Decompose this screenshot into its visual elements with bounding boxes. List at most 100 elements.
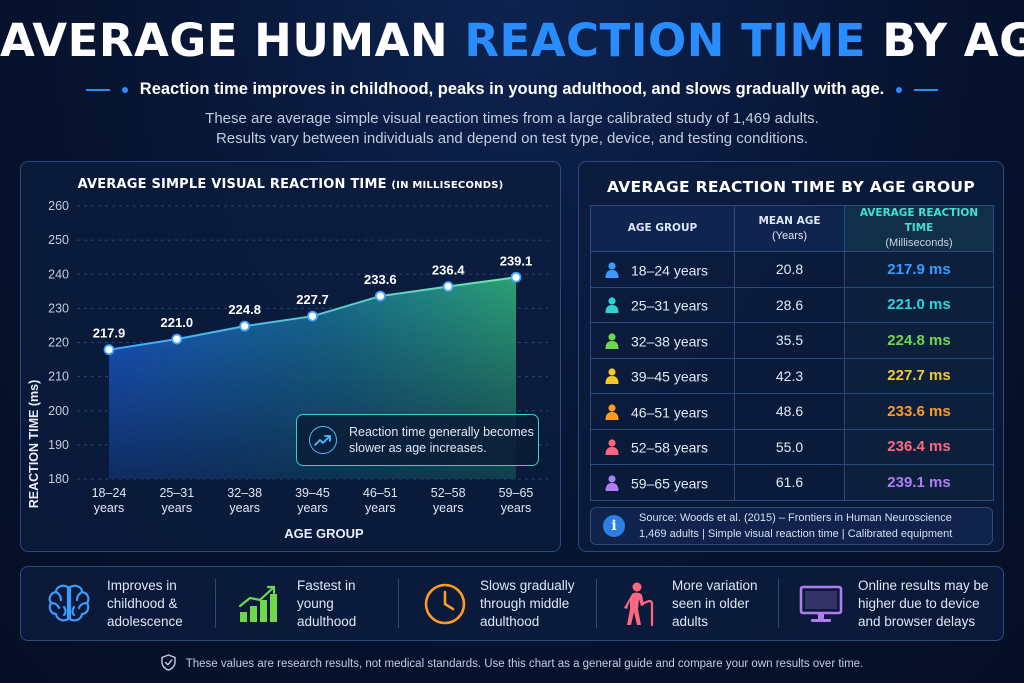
cell-age-group: 39–45 years [590,357,735,394]
x-tick-label-unit: years [365,501,396,515]
fact-older-adults: More variation seen in older adults [596,567,778,640]
cell-age-group: 52–58 years [590,428,735,465]
cell-mean-age: 20.8 [734,251,845,288]
intro-line-1: These are average simple visual reaction… [205,110,819,127]
chart-point [239,320,251,332]
footer-text: These values are research results, not m… [185,658,864,670]
x-tick-label: 32–38 [227,486,262,500]
y-tick-label: 190 [48,438,69,452]
source-line-1: Source: Woods et al. (2015) – Frontiers … [639,512,952,524]
cell-age-group: 32–38 years [590,322,735,359]
y-tick-label: 240 [48,267,69,281]
footer: These values are research results, not m… [0,654,1024,674]
source-text: Source: Woods et al. (2015) – Frontiers … [639,510,952,542]
y-axis-label: REACTION TIME (ms) [27,380,41,508]
subtitle-right-line [914,88,939,91]
y-tick-label: 180 [48,472,69,486]
age-group-label: 25–31 years [631,297,709,314]
header-reaction-time: AVERAGE REACTION TIME (Milliseconds) [844,205,994,252]
x-tick-label: 25–31 [159,486,194,500]
y-tick-label: 230 [48,301,69,315]
value-label: 233.6 [364,272,397,287]
age-group-label: 46–51 years [631,403,709,420]
x-tick-label-unit: years [501,501,532,515]
cell-mean-age: 61.6 [734,464,845,501]
page-title: AVERAGE HUMAN REACTION TIME BY AGE [0,14,1024,67]
person-icon [605,333,619,349]
intro-text: These are average simple visual reaction… [0,109,1024,149]
value-label: 224.8 [228,302,261,317]
x-tick-label: 59–65 [499,486,534,500]
fact-childhood: Improves in childhood & adolescence [21,567,215,640]
title-accent: REACTION TIME [464,14,867,67]
cell-mean-age: 42.3 [734,357,845,394]
header-age-group: AGE GROUP [590,205,735,252]
fact-middle-adult: Slows gradually through middle adulthood [398,567,596,640]
reaction-time-chart: 180 190 200 210 220 230 240 250 260 217.9 221.0 22… [27,199,548,541]
chart-point [307,310,318,322]
cell-reaction-time: 239.1 ms [844,464,994,501]
x-tick-label: 52–58 [431,486,466,500]
person-icon [605,439,619,456]
x-tick-label-unit: years [229,501,260,515]
growth-bars-icon [237,584,281,624]
chart-point [442,281,454,292]
y-axis-ticks: 180 190 200 210 220 230 240 250 260 [48,199,69,486]
value-label: 227.7 [296,292,329,307]
chart-point [171,333,183,345]
cell-reaction-time: 221.0 ms [844,286,994,323]
cell-reaction-time: 233.6 ms [844,393,994,430]
x-tick-label-unit: years [94,501,125,515]
fact-online-results-text: Online results may be higher due to devi… [858,577,989,629]
y-tick-label: 210 [48,370,69,384]
table-body: 18–24 years 20.8 217.9 ms 25–31 years 28.6 22… [590,251,994,501]
y-tick-label: 260 [48,199,69,213]
table-row: 46–51 years 48.6 233.6 ms [590,393,994,430]
y-tick-label: 200 [48,404,69,418]
chart-title-main: AVERAGE SIMPLE VISUAL REACTION TIME [77,177,387,192]
fact-online-results: Online results may be higher due to devi… [778,567,1003,640]
chart-title: AVERAGE SIMPLE VISUAL REACTION TIME (IN … [21,177,560,192]
chart-point [374,290,386,302]
fact-older-adults-text: More variation seen in older adults [672,577,758,629]
person-icon [605,262,619,278]
table-row: 18–24 years 20.8 217.9 ms [590,251,994,288]
fact-young-adult-text: Fastest in young adulthood [297,577,357,629]
x-tick-label-unit: years [433,501,464,515]
chart-point [103,344,115,356]
table-header-row: AGE GROUP MEAN AGE (Years) AVERAGE REACTI… [590,205,994,252]
age-group-label: 32–38 years [631,332,709,349]
age-group-table: AGE GROUP MEAN AGE (Years) AVERAGE REACTI… [590,205,994,501]
chart-value-labels: 217.9 221.0 224.8 227.7 233.6 236.4 239.1 [93,253,533,340]
chart-point [510,271,522,283]
intro-line-2: Results vary between individuals and dep… [215,130,809,147]
title-main: AVERAGE HUMAN [0,14,449,67]
fact-childhood-text: Improves in childhood & adolescence [107,577,183,629]
monitor-icon [798,584,844,624]
facts-strip: Improves in childhood & adolescence Fast… [20,566,1004,641]
table-row: 52–58 years 55.0 236.4 ms [590,428,994,465]
table-row: 25–31 years 28.6 221.0 ms [590,286,994,323]
callout-text: Reaction time generally becomes slower a… [349,425,534,455]
age-group-label: 39–45 years [631,368,709,385]
table-row: 39–45 years 42.3 227.7 ms [590,357,994,394]
person-icon [605,297,619,314]
value-label: 217.9 [93,326,126,341]
x-tick-label-unit: years [297,501,328,515]
y-tick-label: 220 [48,336,69,350]
value-label: 236.4 [432,263,465,278]
subtitle-right-dot [896,86,903,93]
cell-mean-age: 28.6 [734,286,845,323]
elderly-person-icon [620,581,660,627]
value-label: 239.1 [500,253,533,268]
cell-mean-age: 48.6 [734,393,845,430]
fact-young-adult: Fastest in young adulthood [215,567,398,640]
chart-title-unit: (IN MILLISECONDS) [391,180,504,191]
brain-icon [45,583,93,625]
source-line-2: 1,469 adults | Simple visual reaction ti… [639,528,953,540]
value-label: 221.0 [161,315,194,330]
shield-icon [161,654,176,674]
age-group-label: 52–58 years [631,439,709,456]
cell-age-group: 46–51 years [590,393,735,430]
subtitle: Reaction time improves in childhood, pea… [139,80,885,98]
